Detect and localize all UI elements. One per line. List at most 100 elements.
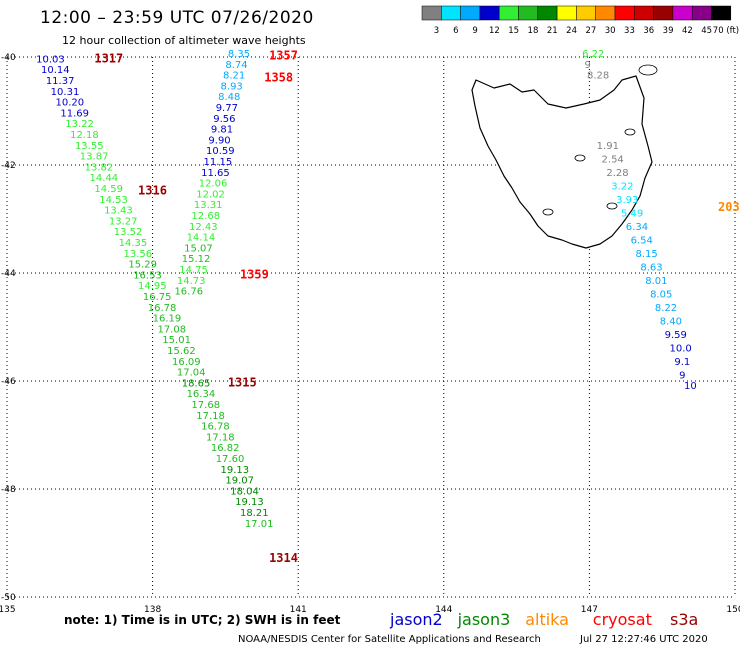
swh-value: 16.78: [201, 422, 230, 433]
swh-value: 8.21: [223, 71, 245, 82]
map-plot: 135 138 141 144 147 150 -40 -42 -44 -46 -48 -50 10.0…: [0, 49, 740, 615]
lat-tick-label: -50: [1, 593, 16, 603]
units-note: note: 1) Time is in UTC; 2) SWH is in fe…: [64, 613, 341, 627]
swh-value: 13.43: [104, 206, 133, 217]
swh-value: 14.14: [187, 233, 216, 244]
swh-value: 17.18: [206, 432, 235, 443]
lon-tick-label: 147: [581, 605, 598, 615]
pass-label: 1358: [264, 70, 293, 84]
swh-value: 8.63: [640, 262, 662, 273]
swh-value: 12.18: [70, 130, 99, 141]
colorbar-label: 24: [566, 26, 577, 36]
swh-value: 15.01: [162, 335, 191, 346]
swh-value: 10.14: [41, 65, 70, 76]
swh-value: 13.56: [123, 249, 152, 260]
mission-cryosat: cryosat: [592, 610, 652, 629]
colorbar-label: 70 (ft): [713, 26, 739, 36]
swh-value: 13.82: [85, 162, 114, 173]
swh-value: 2.28: [606, 168, 628, 179]
swh-value: 9.81: [211, 125, 233, 136]
swh-value: 19.13: [235, 497, 264, 508]
island-outline: [638, 64, 658, 76]
colorbar-label: 9: [472, 26, 477, 36]
swh-value: 10.31: [51, 87, 80, 98]
lake-outline: [574, 154, 586, 162]
lon-tick-label: 135: [0, 605, 16, 615]
swh-value: 16.09: [172, 357, 201, 368]
swh-value: 16.19: [153, 314, 182, 325]
swh-value: 8.40: [660, 316, 682, 327]
swh-value: 13.87: [80, 152, 109, 163]
lon-tick-label: 144: [435, 605, 452, 615]
swh-value: 6.22: [582, 49, 604, 60]
lat-tick-label: -46: [1, 377, 16, 387]
swh-value: 9: [679, 370, 685, 381]
swh-value: 13.22: [65, 119, 94, 130]
swh-value: 11.65: [201, 168, 230, 179]
pass-label: 1315: [228, 375, 257, 389]
swh-value: 8.15: [636, 249, 658, 260]
swh-value: 8.48: [218, 92, 240, 103]
swh-value: 10.0: [669, 343, 691, 354]
lake-outline: [606, 202, 618, 210]
swh-value: 10: [684, 381, 697, 392]
pass-label: 1314: [269, 551, 298, 565]
swh-value: 18.04: [230, 486, 259, 497]
colorbar-label: 18: [528, 26, 539, 36]
swh-value: 9.59: [665, 330, 687, 341]
colorbar-label: 30: [605, 26, 616, 36]
swh-value: 18.21: [240, 508, 269, 519]
mission-jason3: jason3: [457, 610, 511, 629]
colorbar-label: 36: [643, 26, 654, 36]
swh-value: 10.03: [36, 54, 65, 65]
swh-value: 13.55: [75, 141, 104, 152]
mission-altika: altika: [525, 610, 569, 629]
swh-value: 12.06: [199, 179, 228, 190]
swh-value: 8.35: [228, 49, 250, 60]
colorbar-label: 27: [585, 26, 596, 36]
lat-tick-label: -42: [1, 161, 16, 171]
mission-jason2: jason2: [390, 610, 443, 629]
swh-value: 13.52: [114, 227, 143, 238]
swh-value: 17.08: [157, 324, 186, 335]
swh-value: 14.59: [94, 184, 123, 195]
page-title: 12:00 – 23:59 UTC 07/26/2020: [40, 8, 314, 28]
swh-value: 12.68: [191, 211, 220, 222]
swh-value: 19.07: [225, 476, 254, 487]
swh-value: 2.54: [602, 154, 624, 165]
lake-outline: [624, 128, 636, 136]
swh-value: 9: [585, 60, 591, 71]
swh-value: 15.12: [182, 254, 211, 265]
swh-value: 17.60: [216, 454, 245, 465]
swh-value: 13.31: [194, 200, 223, 211]
pass-label: 1359: [240, 267, 269, 281]
swh-value: 3.93: [616, 195, 638, 206]
lon-tick-label: 138: [144, 605, 161, 615]
swh-value: 17.18: [196, 411, 225, 422]
swh-value: 9.1: [674, 357, 690, 368]
pass-label: 1316: [138, 184, 167, 198]
swh-value: 18.65: [182, 378, 211, 389]
swh-value: 11.69: [60, 108, 89, 119]
swh-value: 15.29: [128, 260, 157, 271]
mission-s3a: s3a: [670, 610, 699, 629]
lat-tick-label: -44: [1, 269, 16, 279]
swh-value: 9.56: [213, 114, 235, 125]
swh-value: 8.01: [645, 276, 667, 287]
swh-value: 17.68: [191, 400, 220, 411]
swh-value: 16.78: [148, 303, 177, 314]
credit-line: NOAA/NESDIS Center for Satellite Applica…: [238, 634, 541, 645]
swh-value: 14.75: [179, 265, 208, 276]
generated-timestamp: Jul 27 12:27:46 UTC 2020: [580, 634, 708, 645]
swh-value: 11.15: [204, 157, 233, 168]
swh-value: 16.76: [174, 287, 203, 298]
swh-value: 12.02: [196, 189, 225, 200]
colorbar-label: 15: [508, 26, 519, 36]
swh-value: 3.22: [611, 181, 633, 192]
swh-value: 14.95: [138, 281, 167, 292]
swh-value: 9.90: [208, 135, 230, 146]
swh-value: 9.77: [216, 103, 238, 114]
colorbar-swatch: [711, 5, 732, 21]
swh-value: 11.37: [46, 76, 75, 87]
